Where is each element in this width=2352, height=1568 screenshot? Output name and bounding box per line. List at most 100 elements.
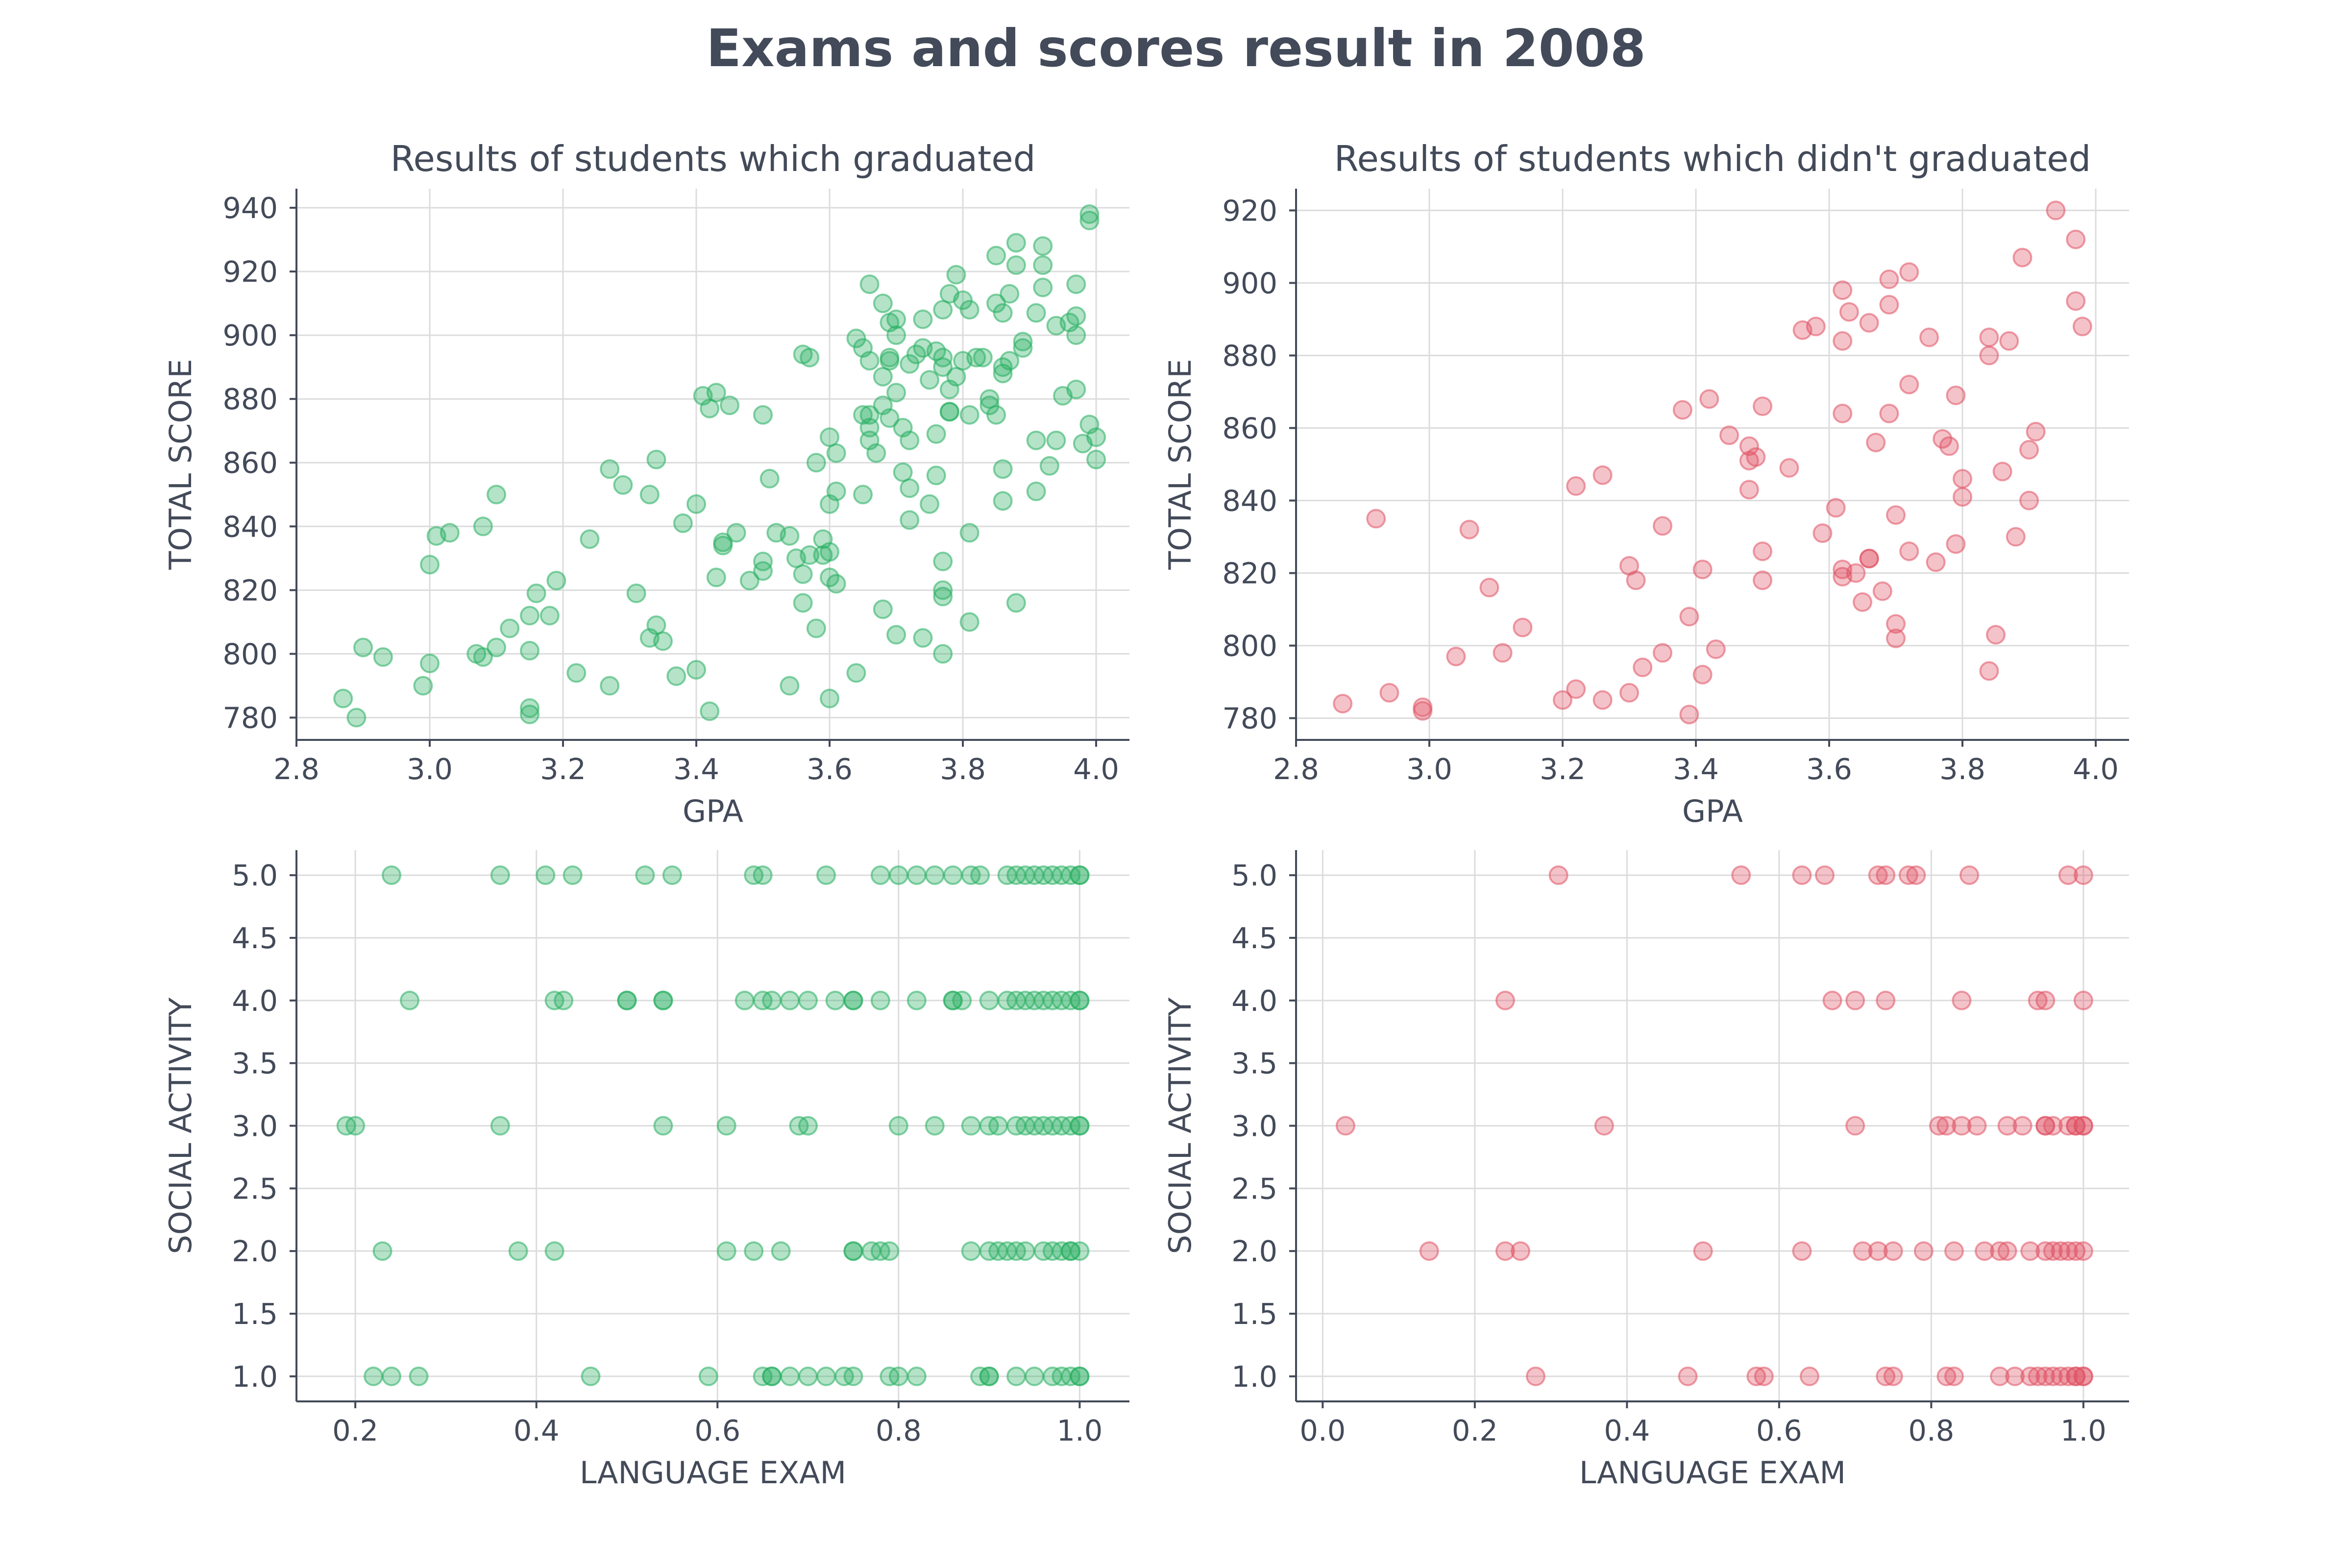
data-point <box>646 449 666 469</box>
data-point <box>1944 1241 1964 1261</box>
data-point <box>1678 1366 1698 1386</box>
data-point <box>2035 1116 2056 1136</box>
data-point <box>563 865 583 885</box>
data-point <box>1066 379 1086 399</box>
data-point <box>473 516 493 537</box>
y-tick-label: 840 <box>1222 484 1277 518</box>
data-point <box>1033 255 1053 275</box>
data-point <box>926 424 946 444</box>
data-point <box>698 1366 718 1386</box>
data-point <box>487 637 506 658</box>
data-point <box>1944 1366 1964 1386</box>
x-tick-label: 3.6 <box>1806 752 1852 786</box>
data-point <box>1070 1366 1090 1386</box>
y-tick-label: 2.5 <box>232 1172 278 1205</box>
data-point <box>993 491 1013 511</box>
y-tick-label: 3.0 <box>232 1109 278 1143</box>
data-point <box>706 383 726 403</box>
data-point <box>1990 1366 2010 1386</box>
data-point <box>2066 291 2086 311</box>
data-point <box>920 370 939 390</box>
data-point <box>925 1116 945 1136</box>
y-axis-label: SOCIAL ACTIVITY <box>1162 998 1198 1254</box>
data-point <box>706 567 726 588</box>
data-point <box>1070 990 1090 1010</box>
data-point <box>686 660 706 680</box>
data-point <box>420 653 440 673</box>
data-point <box>959 300 980 320</box>
x-tick-label: 4.0 <box>2073 752 2119 786</box>
data-point <box>2005 1366 2025 1386</box>
y-tick-label: 2.0 <box>1231 1234 1277 1268</box>
data-point <box>979 1366 999 1386</box>
data-point <box>1495 990 1515 1010</box>
data-point <box>1746 447 1766 467</box>
y-tick-label: 920 <box>222 255 278 289</box>
data-point <box>933 551 953 571</box>
data-point <box>1886 628 1906 648</box>
points-nograd_gpa <box>1333 200 2092 725</box>
data-point <box>1672 400 1692 420</box>
data-point <box>1746 1366 1766 1386</box>
data-point <box>1953 487 1972 507</box>
data-point <box>2058 1116 2078 1136</box>
data-point <box>1633 658 1653 677</box>
data-point <box>1859 548 1879 568</box>
data-point <box>1813 523 1833 543</box>
data-point <box>2046 200 2066 220</box>
data-point <box>1753 541 1772 562</box>
data-point <box>364 1366 384 1386</box>
y-axis-label: TOTAL SCORE <box>1162 359 1198 570</box>
data-point <box>1953 469 1972 489</box>
data-point <box>1815 865 1835 885</box>
data-point <box>1333 694 1353 713</box>
data-point <box>544 1241 564 1261</box>
data-point <box>1845 990 1865 1010</box>
data-point <box>413 676 433 696</box>
y-tick-label: 860 <box>1222 411 1277 445</box>
data-point <box>753 561 773 581</box>
data-point <box>780 526 800 546</box>
x-tick-label: 0.6 <box>694 1414 740 1447</box>
data-point <box>473 647 493 667</box>
data-point <box>716 1116 736 1136</box>
data-point <box>653 1116 673 1136</box>
data-point <box>600 676 620 696</box>
data-point <box>1066 306 1086 326</box>
data-point <box>880 1241 900 1261</box>
data-point <box>798 1116 818 1136</box>
y-tick-label: 3.5 <box>232 1047 278 1080</box>
y-tick-label: 1.0 <box>232 1360 278 1394</box>
data-point <box>635 865 655 885</box>
data-point <box>1906 865 1926 885</box>
y-tick-label: 780 <box>222 701 278 735</box>
data-point <box>1933 429 1953 449</box>
panel-title: Results of students which didn't graduat… <box>1334 138 2091 179</box>
data-point <box>961 1241 981 1261</box>
data-point <box>1070 1116 1090 1136</box>
data-point <box>520 705 539 724</box>
data-point <box>820 688 839 709</box>
data-point <box>886 625 906 645</box>
data-point <box>959 405 980 425</box>
data-point <box>1833 403 1853 423</box>
data-point <box>1979 661 1999 681</box>
data-point <box>554 990 574 1010</box>
y-tick-label: 900 <box>222 318 278 352</box>
panels: 2.8 3.0 3.2 3.4 3.6 3.8 4.0 780 800 820 840 860 880 9… <box>163 138 2129 1491</box>
data-point <box>886 325 906 345</box>
data-point <box>1653 643 1672 663</box>
data-point <box>1946 534 1966 554</box>
data-point <box>870 865 890 885</box>
data-point <box>943 865 963 885</box>
data-point <box>735 990 755 1010</box>
data-point <box>739 570 760 590</box>
data-point <box>1899 541 1919 562</box>
data-point <box>1692 664 1713 685</box>
data-point <box>400 990 419 1010</box>
data-point <box>1853 1241 1873 1261</box>
data-point <box>1006 1366 1026 1386</box>
y-tick-label: 4.0 <box>1231 984 1277 1018</box>
data-point <box>726 523 746 543</box>
data-point <box>859 351 880 371</box>
